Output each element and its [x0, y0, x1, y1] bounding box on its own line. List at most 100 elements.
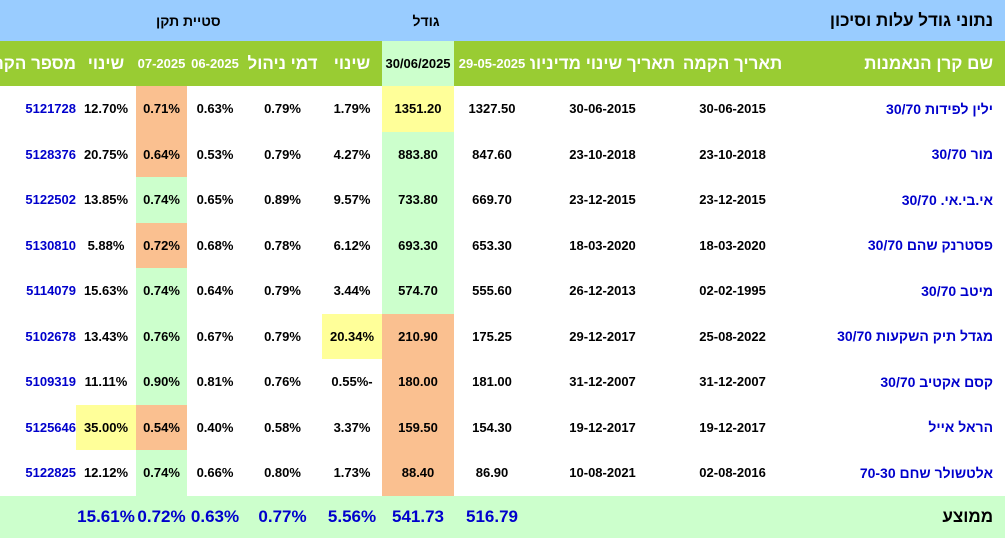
sd-prev: 0.63%: [196, 101, 234, 117]
founded-date: 23-10-2018: [699, 146, 766, 162]
sd-change: 12.12%: [83, 465, 129, 481]
sd-prev: 0.40%: [196, 419, 234, 435]
mgmt-fee: 0.58%: [264, 419, 301, 435]
founded-date: 02-02-1995: [699, 283, 766, 299]
size-change: 1.73%: [333, 465, 371, 481]
table-row: אי.בי.אי. 30/70 23-12-2015 23-12-2015 669.7…: [0, 177, 1005, 223]
table-row: מיטב 30/70 02-02-1995 26-12-2013 555.60 574.…: [0, 268, 1005, 314]
average-empty-policy: [530, 495, 676, 538]
size-change: 9.57%: [333, 192, 371, 208]
mgmt-fee: 0.79%: [264, 101, 301, 117]
fund-id[interactable]: 5122825: [25, 465, 76, 481]
fund-rows: ילין לפידות 30/70 30-06-2015 30-06-2015 132…: [0, 86, 1005, 496]
title-spacer: [0, 0, 136, 41]
col-size-prev[interactable]: 29-05-2025: [454, 41, 531, 86]
col-sd-curr[interactable]: 07-2025: [136, 41, 188, 86]
policy-change-date: 23-10-2018: [569, 146, 636, 162]
size-prev: 847.60: [472, 146, 512, 162]
average-sd-prev: 0.63%: [187, 495, 244, 538]
sd-prev: 0.67%: [196, 328, 234, 344]
sd-curr: 0.71%: [136, 86, 188, 132]
mgmt-fee: 0.79%: [264, 146, 301, 162]
sd-change: 15.63%: [83, 283, 129, 299]
col-sd-prev[interactable]: 06-2025: [187, 41, 244, 86]
fund-name[interactable]: מיטב 30/70: [921, 282, 994, 299]
average-sd-curr: 0.72%: [136, 495, 188, 538]
mgmt-fee: 0.80%: [264, 465, 301, 481]
policy-change-date: 18-03-2020: [569, 237, 636, 253]
mgmt-fee: 0.79%: [264, 328, 301, 344]
table-row: מור 30/70 23-10-2018 23-10-2018 847.60 883.8…: [0, 131, 1005, 177]
size-change: 6.12%: [333, 237, 371, 253]
table-row: מגדל תיק השקעות 30/70 25-08-2022 29-12-201…: [0, 313, 1005, 359]
sd-prev: 0.66%: [196, 465, 234, 481]
founded-date: 19-12-2017: [699, 419, 766, 435]
size-prev: 86.90: [475, 465, 509, 481]
fund-id[interactable]: 5125646: [25, 419, 76, 435]
size-change: 3.44%: [333, 283, 371, 299]
fund-name[interactable]: ילין לפידות 30/70: [886, 100, 994, 117]
average-size-prev: 516.79: [454, 495, 531, 538]
average-row: ממוצע 516.79 541.73 5.56% 0.77% 0.63% 0.…: [0, 495, 1005, 538]
average-label: ממוצע: [790, 495, 1005, 538]
founded-date: 25-08-2022: [699, 328, 766, 344]
fund-id[interactable]: 5130810: [25, 237, 76, 253]
sd-change: 5.88%: [87, 237, 125, 253]
size-curr: 883.80: [382, 131, 455, 177]
col-fund-id[interactable]: מספר הקרן: [0, 41, 76, 86]
size-curr: 180.00: [382, 359, 455, 405]
fund-id[interactable]: 5102678: [25, 328, 76, 344]
table-row: הראל אייל 19-12-2017 19-12-2017 154.30 159.5…: [0, 404, 1005, 450]
sd-curr: 0.76%: [136, 313, 188, 359]
fund-id[interactable]: 5122502: [25, 192, 76, 208]
col-size-curr[interactable]: 30/06/2025: [382, 41, 455, 86]
col-mgmt-fee[interactable]: דמי ניהול: [243, 41, 323, 86]
size-prev: 555.60: [472, 283, 512, 299]
sd-change: 12.70%: [83, 101, 129, 117]
sd-change: 20.75%: [83, 146, 129, 162]
col-sd-change[interactable]: שינוי: [76, 41, 136, 86]
fund-name[interactable]: הראל אייל: [928, 419, 994, 436]
fund-id[interactable]: 5109319: [25, 374, 76, 390]
size-change: -0.55%: [331, 374, 373, 390]
sd-change: 13.43%: [83, 328, 129, 344]
policy-change-date: 19-12-2017: [569, 419, 636, 435]
sd-curr: 0.74%: [136, 268, 188, 314]
fund-id[interactable]: 5121728: [25, 101, 76, 117]
size-curr: 733.80: [382, 177, 455, 223]
average-size-curr: 541.73: [382, 495, 455, 538]
col-size-change[interactable]: שינוי: [322, 41, 383, 86]
fund-name[interactable]: אי.בי.אי. 30/70: [901, 191, 994, 208]
founded-date: 30-06-2015: [699, 101, 766, 117]
size-curr: 574.70: [382, 268, 455, 314]
title-row: נתוני גודל עלות וסיכון גודל סטיית תקן: [0, 0, 1005, 41]
fund-id[interactable]: 5128376: [25, 146, 76, 162]
mgmt-fee: 0.78%: [264, 237, 301, 253]
col-policy-change[interactable]: תאריך שינוי מדיניות: [530, 41, 676, 86]
table-row: קסם אקטיב 30/70 31-12-2007 31-12-2007 181.0…: [0, 359, 1005, 405]
sd-curr: 0.64%: [136, 131, 188, 177]
average-sd-change: 15.61%: [76, 495, 136, 538]
fund-name[interactable]: קסם אקטיב 30/70: [880, 373, 994, 390]
sd-curr: 0.54%: [136, 404, 188, 450]
fund-name[interactable]: מור 30/70: [931, 146, 994, 163]
fund-name[interactable]: מגדל תיק השקעות 30/70: [837, 328, 994, 345]
founded-date: 31-12-2007: [699, 374, 766, 390]
average-empty-id: [0, 495, 76, 538]
col-founded[interactable]: תאריך הקמה: [675, 41, 791, 86]
size-curr: 1351.20: [382, 86, 455, 132]
policy-change-date: 10-08-2021: [569, 465, 636, 481]
column-header-row: שם קרן הנאמנות תאריך הקמה תאריך שינוי מד…: [0, 41, 1005, 86]
fund-name[interactable]: אלטשולר שחם 70-30: [859, 464, 994, 481]
mgmt-fee: 0.76%: [264, 374, 301, 390]
size-curr: 210.90: [382, 313, 455, 359]
col-fund-name[interactable]: שם קרן הנאמנות: [790, 41, 1005, 86]
sd-curr: 0.90%: [136, 359, 188, 405]
sd-change: 11.11%: [84, 374, 128, 390]
fund-name[interactable]: פסטרנק שהם 30/70: [867, 237, 994, 254]
policy-change-date: 31-12-2007: [569, 374, 636, 390]
size-prev: 669.70: [472, 192, 512, 208]
sd-curr: 0.72%: [136, 222, 188, 268]
fund-id[interactable]: 5114079: [26, 283, 76, 299]
